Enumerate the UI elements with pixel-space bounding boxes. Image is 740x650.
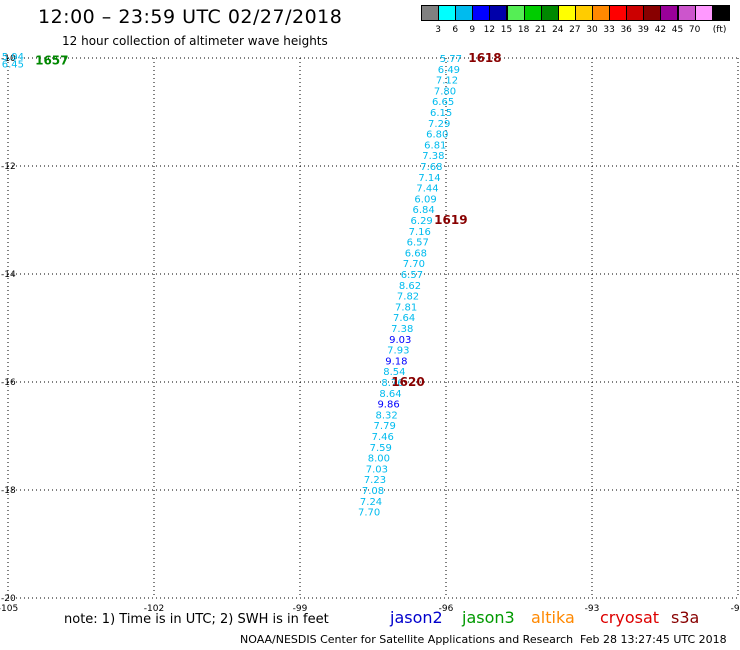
legend-cryosat: cryosat	[600, 608, 660, 627]
swh-value-label: 6.29	[411, 216, 433, 227]
pass-time-label: 1618	[468, 51, 501, 65]
swh-value-label: 7.12	[436, 76, 458, 87]
swh-value-label: 7.81	[395, 302, 417, 313]
color-scale-label: 6	[452, 25, 459, 35]
y-tick-label: -14	[1, 270, 16, 280]
color-scale-label: 21	[534, 25, 547, 35]
x-tick-label: -93	[585, 604, 600, 614]
footnote: note: 1) Time is in UTC; 2) SWH is in fe…	[64, 612, 329, 627]
swh-value-label: 9.18	[385, 356, 407, 367]
generated-timestamp: Feb 28 13:27:45 UTC 2018	[580, 633, 727, 646]
color-scale-unit: (ft)	[712, 25, 727, 35]
color-scale-label: 33	[603, 25, 615, 35]
swh-value-label: 6.45	[2, 59, 24, 70]
legend-jason3: jason3	[462, 608, 515, 627]
color-scale-label: 27	[569, 25, 581, 35]
color-scale-label: 45	[671, 25, 684, 35]
swh-value-label: 7.70	[358, 508, 380, 519]
color-scale-label: 15	[500, 25, 513, 35]
chart-subtitle: 12 hour collection of altimeter wave hei…	[62, 34, 328, 48]
swh-value-label: 8.54	[383, 367, 405, 378]
pass-time-label: 1619	[434, 213, 467, 227]
swh-value-label: 8.76	[381, 378, 403, 389]
swh-value-label: 7.59	[370, 443, 392, 454]
swh-value-label: 7.38	[391, 324, 413, 335]
color-scale-label: 12	[483, 25, 496, 35]
swh-value-label: 7.29	[428, 119, 450, 130]
swh-value-label: 7.14	[418, 173, 440, 184]
pass-time-label: 1657	[35, 54, 68, 68]
swh-value-label: 7.23	[364, 475, 386, 486]
y-tick-label: -16	[1, 378, 16, 388]
x-tick-label: -102	[144, 604, 164, 614]
swh-value-label: 7.80	[434, 86, 456, 97]
swh-value-label: 7.24	[360, 497, 382, 508]
credit-line: NOAA/NESDIS Center for Satellite Applica…	[240, 633, 574, 646]
swh-value-label: 6.57	[401, 270, 423, 281]
x-tick-label: -96	[439, 604, 454, 614]
swh-value-label: 6.68	[405, 248, 427, 259]
swh-value-label: 7.44	[416, 184, 438, 195]
color-scale-label: 3	[435, 25, 441, 35]
swh-value-label: 6.09	[414, 194, 436, 205]
x-tick-label: -90	[731, 604, 740, 614]
swh-value-label: 6.49	[438, 65, 460, 76]
swh-value-label: 7.70	[403, 259, 425, 270]
y-tick-label: -20	[1, 594, 16, 604]
swh-value-label: 6.65	[432, 97, 454, 108]
swh-value-label: 7.64	[393, 313, 415, 324]
swh-value-label: 7.38	[422, 151, 444, 162]
color-scale-label: 36	[620, 25, 632, 35]
swh-value-label: 8.32	[375, 410, 397, 421]
legend-altika: altika	[531, 608, 575, 627]
legend-jason2: jason2	[390, 608, 443, 627]
swh-value-label: 7.08	[362, 486, 384, 497]
chart-title: 12:00 – 23:59 UTC 02/27/2018	[38, 6, 343, 28]
color-scale-label: 24	[552, 25, 564, 35]
swh-value-label: 7.82	[397, 292, 419, 303]
swh-value-label: 8.64	[379, 389, 401, 400]
x-tick-label: -99	[293, 604, 308, 614]
color-scale-label: 18	[517, 25, 530, 35]
y-tick-label: -12	[1, 162, 16, 172]
legend-s3a: s3a	[671, 608, 700, 627]
color-scale-label: 39	[637, 25, 650, 35]
swh-value-label: 5.94	[2, 52, 24, 63]
color-scale-label: 42	[654, 25, 667, 35]
swh-value-label: 6.57	[407, 238, 429, 249]
pass-time-label: 1620	[391, 375, 424, 389]
color-scale-label: 70	[688, 25, 701, 35]
swh-value-label: 6.81	[424, 140, 446, 151]
y-tick-label: -10	[1, 54, 16, 64]
color-scale-label: 9	[469, 25, 476, 35]
swh-value-label: 7.79	[374, 421, 396, 432]
swh-value-label: 8.00	[368, 454, 390, 465]
swh-value-label: 9.03	[389, 335, 411, 346]
swh-value-label: 7.93	[387, 346, 409, 357]
swh-value-label: 7.03	[366, 464, 388, 475]
swh-value-label: 6.84	[412, 205, 434, 216]
swh-value-label: 7.16	[409, 227, 431, 238]
x-tick-label: -105	[0, 604, 18, 614]
swh-value-label: 7.68	[420, 162, 442, 173]
swh-value-label: 7.46	[372, 432, 394, 443]
swh-value-label: 9.86	[377, 400, 399, 411]
swh-value-label: 5.77	[440, 54, 462, 65]
swh-value-label: 6.80	[426, 130, 448, 141]
swh-value-label: 6.15	[430, 108, 452, 119]
color-scale-label: 30	[586, 25, 598, 35]
color-scale-swatch	[711, 5, 730, 21]
swh-value-label: 8.62	[399, 281, 421, 292]
y-tick-label: -18	[1, 486, 16, 496]
